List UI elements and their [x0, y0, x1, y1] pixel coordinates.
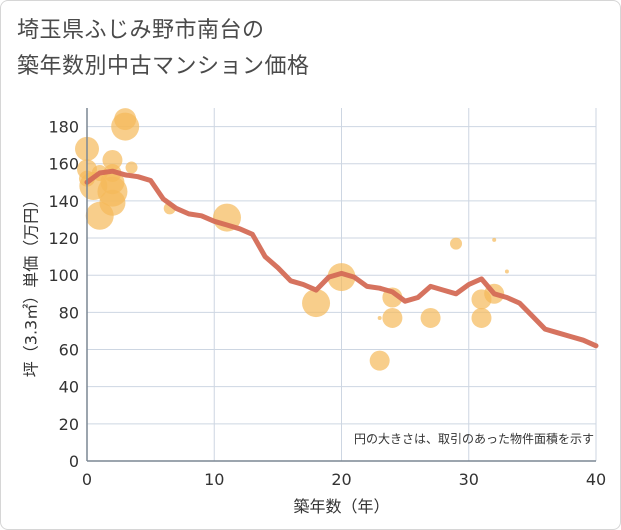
bubble-layer	[75, 108, 509, 371]
y-tick-label: 60	[59, 341, 79, 360]
y-axis-title: 坪（3.3㎡）単価（万円）	[22, 192, 41, 377]
bubble-point	[327, 263, 356, 292]
bubble-size-note: 円の大きさは、取引のあった物件面積を示す	[354, 431, 594, 446]
bubble-point	[125, 161, 138, 174]
bubble-point	[471, 307, 492, 328]
y-tick-label: 80	[59, 303, 79, 322]
x-axis-title: 築年数（年）	[293, 497, 389, 516]
y-tick-label: 140	[48, 192, 79, 211]
bubble-point	[377, 315, 382, 320]
x-tick-label: 30	[459, 470, 479, 489]
x-tick-label: 20	[331, 470, 351, 489]
y-tick-label: 180	[48, 118, 79, 137]
x-tick-label: 0	[82, 470, 92, 489]
bubble-point	[450, 237, 463, 250]
axes	[86, 108, 596, 462]
y-tick-label: 0	[69, 452, 79, 471]
y-tick-label: 20	[59, 415, 79, 434]
chart-title-line-2: 築年数別中古マンション価格	[17, 54, 310, 79]
bubble-point	[99, 189, 126, 216]
bubble-point	[102, 150, 123, 171]
y-tick-label: 100	[48, 266, 79, 285]
y-tick-label: 160	[48, 155, 79, 174]
x-tick-label: 10	[204, 470, 224, 489]
bubble-point	[504, 269, 509, 274]
y-tick-label: 40	[59, 378, 79, 397]
y-tick-label: 120	[48, 229, 79, 248]
bubble-point	[382, 307, 403, 328]
bubble-point	[369, 350, 390, 371]
tick-labels: 0 20 40 60 80 100 120 140 160 180 0 10 20 30 40	[48, 118, 606, 489]
average-price-trend-line	[84, 168, 599, 349]
chart-title-line-1: 埼玉県ふじみ野市南台の	[17, 18, 265, 43]
trend-line-layer	[84, 168, 599, 349]
bubble-point	[492, 237, 497, 242]
chart-title: 埼玉県ふじみ野市南台の 築年数別中古マンション価格	[17, 13, 607, 85]
bubble-point	[302, 289, 331, 318]
bubble-point	[111, 112, 140, 141]
bubble-point	[420, 307, 441, 328]
x-tick-label: 40	[586, 470, 606, 489]
